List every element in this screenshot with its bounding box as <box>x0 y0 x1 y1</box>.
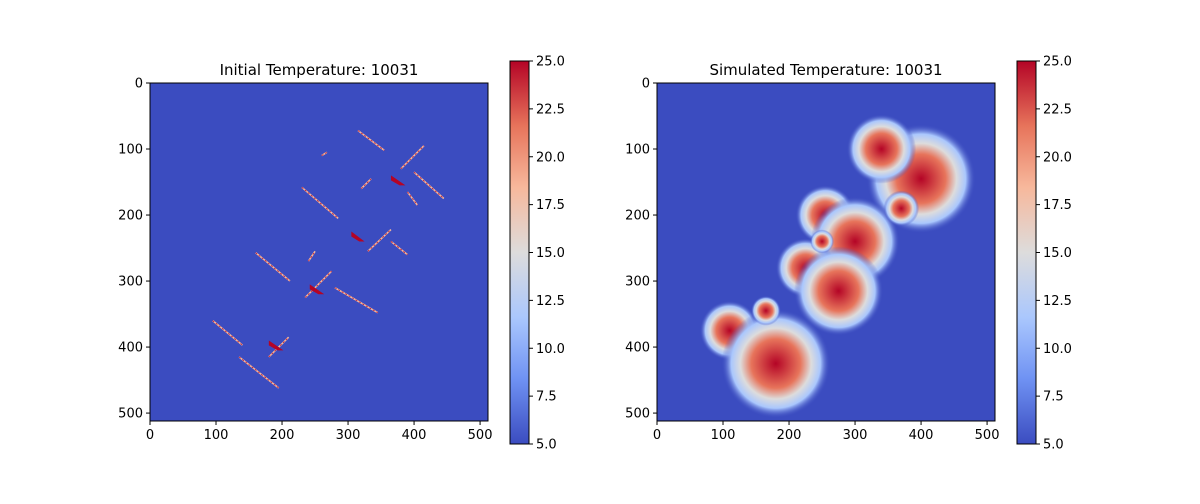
right-x-tick-label: 500 <box>975 428 1000 443</box>
right-colorbar-tick-label: 5.0 <box>1043 438 1064 453</box>
left-colorbar-tick-label: 12.5 <box>536 294 565 309</box>
right-x-tick-label: 400 <box>909 428 934 443</box>
left-y-tick-label: 300 <box>118 275 143 290</box>
right-y-tick-label: 300 <box>625 275 650 290</box>
left-x-tick-label: 500 <box>468 428 493 443</box>
right-y-tick-label: 400 <box>625 341 650 356</box>
heat-source-patch <box>390 175 406 186</box>
left-colorbar <box>509 60 530 445</box>
right-colorbar-tick-label: 10.0 <box>1043 342 1072 357</box>
wall-segment-core <box>367 229 392 252</box>
left-x-axis: 0 100 200 300 400 500 <box>146 421 493 443</box>
left-y-tick-label: 100 <box>118 143 143 158</box>
left-plot-frame <box>149 82 489 422</box>
left-panel-title: Initial Temperature: 10031 <box>220 61 419 79</box>
wall-segment-core <box>255 252 291 282</box>
wall-segment-core <box>308 251 316 262</box>
wall-segment-core <box>357 130 385 151</box>
heat-source-patch <box>351 231 365 242</box>
left-heatmap-content <box>212 129 445 389</box>
wall-segment <box>304 270 333 299</box>
left-y-axis: 0 100 200 300 400 500 <box>118 77 150 422</box>
right-x-axis: 0 100 200 300 400 500 <box>653 421 1000 443</box>
left-colorbar-tick-label: 25.0 <box>536 55 565 70</box>
right-colorbar-tick-label: 17.5 <box>1043 198 1072 213</box>
right-colorbar-tick-label: 12.5 <box>1043 294 1072 309</box>
right-x-tick-label: 300 <box>843 428 868 443</box>
left-colorbar-tick-label: 22.5 <box>536 102 565 117</box>
right-colorbar <box>1016 60 1037 445</box>
wall-segment-core <box>321 152 328 156</box>
wall-segment <box>301 186 339 219</box>
right-x-tick-label: 0 <box>653 428 661 443</box>
right-colorbar-ticks: 5.0 7.5 10.0 12.5 15.0 17.5 20.0 22.5 25.0 <box>1036 55 1072 453</box>
right-plot-frame <box>656 82 996 422</box>
wall-segment-core <box>334 287 378 314</box>
right-y-tick-label: 100 <box>625 143 650 158</box>
left-colorbar-tick-label: 17.5 <box>536 198 565 213</box>
right-x-tick-label: 200 <box>777 428 802 443</box>
right-colorbar-tick-label: 25.0 <box>1043 55 1072 70</box>
left-colorbar-ticks: 5.0 7.5 10.0 12.5 15.0 17.5 20.0 22.5 25.0 <box>529 55 565 453</box>
right-colorbar-tick-label: 15.0 <box>1043 246 1072 261</box>
right-y-tick-label: 500 <box>625 407 650 422</box>
heat-source-patch <box>309 284 325 295</box>
right-colorbar-tick-label: 20.0 <box>1043 150 1072 165</box>
wall-segment <box>360 178 372 190</box>
left-x-tick-label: 300 <box>336 428 361 443</box>
warm-zone <box>805 224 839 259</box>
left-x-tick-label: 0 <box>146 428 154 443</box>
wall-segment-core <box>413 171 445 199</box>
left-colorbar-tick-label: 10.0 <box>536 342 565 357</box>
left-colorbar-tick-label: 15.0 <box>536 246 565 261</box>
right-x-tick-label: 100 <box>711 428 736 443</box>
right-y-tick-label: 0 <box>642 77 650 92</box>
wall-segment-core <box>400 145 425 170</box>
warm-zone <box>876 183 927 234</box>
left-colorbar-tick-label: 7.5 <box>536 390 557 405</box>
left-x-tick-label: 200 <box>270 428 295 443</box>
right-panel-title: Simulated Temperature: 10031 <box>709 61 942 79</box>
wall-segment-core <box>390 241 408 255</box>
left-y-tick-label: 0 <box>135 77 143 92</box>
right-colorbar-tick-label: 7.5 <box>1043 390 1064 405</box>
left-y-tick-label: 200 <box>118 209 143 224</box>
left-colorbar-tick-label: 5.0 <box>536 438 557 453</box>
left-y-tick-label: 500 <box>118 407 143 422</box>
left-x-tick-label: 400 <box>402 428 427 443</box>
heat-source-patch <box>268 340 284 351</box>
left-colorbar-tick-label: 20.0 <box>536 150 565 165</box>
right-colorbar-tick-label: 22.5 <box>1043 102 1072 117</box>
wall-segment-core <box>238 356 279 389</box>
left-heatmap-bg <box>150 83 488 421</box>
right-y-axis: 0 100 200 300 400 500 <box>625 77 657 422</box>
wall-segment-core <box>407 191 418 206</box>
wall-segment-core <box>268 336 289 358</box>
left-x-tick-label: 100 <box>204 428 229 443</box>
left-y-tick-label: 400 <box>118 341 143 356</box>
wall-segment-core <box>212 320 243 346</box>
right-y-tick-label: 200 <box>625 209 650 224</box>
